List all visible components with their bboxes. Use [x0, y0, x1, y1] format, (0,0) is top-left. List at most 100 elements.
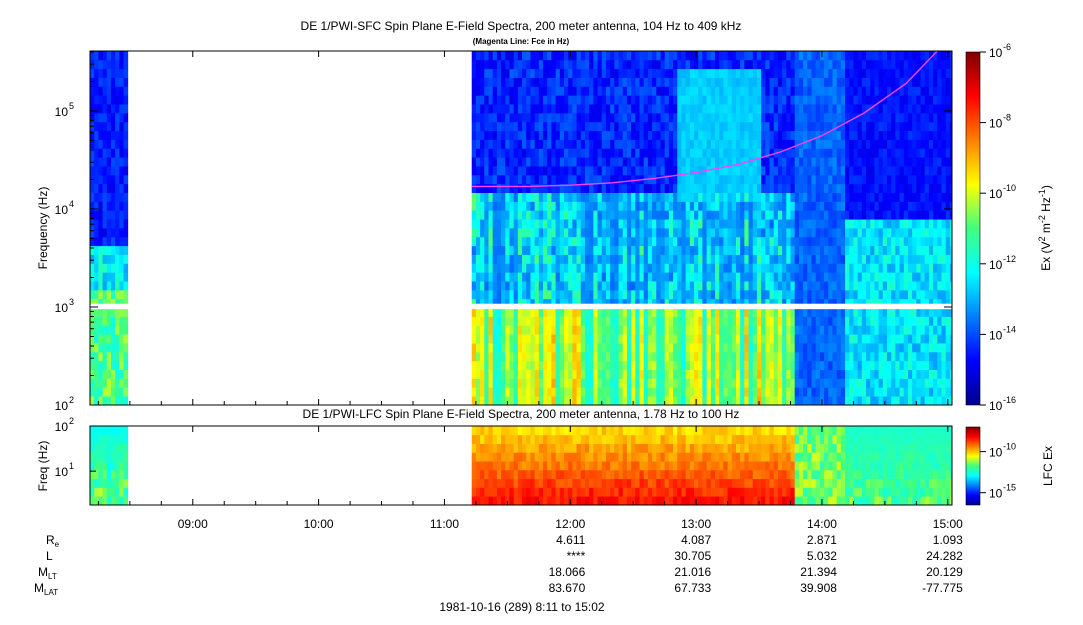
spectrogram-cell [115, 255, 120, 264]
spectrogram-cell [753, 370, 758, 379]
spectrogram-cell [866, 219, 871, 228]
spectrogram-cell [577, 175, 582, 184]
spectrogram-cell [828, 95, 833, 104]
spectrogram-cell [652, 246, 657, 255]
spectrogram-cell [547, 78, 552, 87]
spectrogram-cell [753, 343, 758, 352]
spectrogram-cell [543, 113, 548, 122]
spectrogram-cell [648, 237, 653, 246]
spectrogram-cell [765, 272, 770, 281]
spectrogram-cell [476, 131, 481, 140]
spectrogram-cell [933, 290, 938, 299]
spectrogram-cell [728, 378, 733, 387]
spectrogram-cell [841, 175, 846, 184]
spectrogram-cell [782, 352, 787, 361]
spectrogram-cell [929, 157, 934, 166]
spectrogram-cell [614, 396, 619, 405]
spectrogram-cell [795, 157, 800, 166]
spectrogram-cell [652, 140, 657, 149]
spectrogram-cell [698, 246, 703, 255]
spectrogram-cell [514, 361, 519, 370]
spectrogram-cell [518, 255, 523, 264]
spectrogram-cell [891, 175, 896, 184]
spectrogram-cell [694, 281, 699, 290]
spectrogram-cell [921, 237, 926, 246]
spectrogram-cell [539, 255, 544, 264]
spectrogram-cell [480, 86, 485, 95]
spectrogram-cell [702, 201, 707, 210]
spectrogram-cell [497, 95, 502, 104]
spectrogram-cell [782, 325, 787, 334]
spectrogram-cell [870, 95, 875, 104]
spectrogram-cell [631, 255, 636, 264]
spectrogram-cell [753, 175, 758, 184]
spectrogram-cell [728, 140, 733, 149]
spectrogram-cell [476, 193, 481, 202]
spectrogram-cell [942, 370, 947, 379]
spectrogram-cell [577, 263, 582, 272]
spectrogram-cell [942, 113, 947, 122]
spectrogram-cell [94, 193, 99, 202]
spectrogram-cell [665, 325, 670, 334]
spectrogram-cell [757, 272, 762, 281]
spectrogram-cell [937, 104, 942, 113]
spectrogram-cell [598, 210, 603, 219]
spectrogram-cell [786, 210, 791, 219]
spectrogram-cell [94, 69, 99, 78]
spectrogram-cell [816, 113, 821, 122]
spectrogram-cell [925, 184, 930, 193]
spectrogram-cell [640, 69, 645, 78]
spectrogram-cell [774, 370, 779, 379]
spectrogram-cell [937, 352, 942, 361]
spectrogram-cell [614, 210, 619, 219]
spectrogram-cell [124, 352, 129, 361]
spectrogram-cell [119, 184, 124, 193]
spectrogram-cell [837, 290, 842, 299]
spectrogram-cell [543, 325, 548, 334]
spectrogram-cell [619, 378, 624, 387]
spectrogram-cell [665, 237, 670, 246]
spectrogram-cell [535, 387, 540, 396]
spectrogram-cell [572, 201, 577, 210]
y-tick-label: 10 [55, 203, 69, 217]
spectrogram-cell [870, 210, 875, 219]
spectrogram-cell [522, 122, 527, 131]
spectrogram-cell [98, 201, 103, 210]
spectrogram-cell [103, 140, 108, 149]
spectrogram-cell [740, 272, 745, 281]
spectrogram-cell [912, 166, 917, 175]
spectrogram-cell [891, 157, 896, 166]
spectrogram-cell [870, 325, 875, 334]
spectrogram-cell [904, 255, 909, 264]
spectrogram-cell [476, 78, 481, 87]
spectrogram-cell [753, 122, 758, 131]
spectrogram-cell [124, 60, 129, 69]
spectrogram-cell [791, 228, 796, 237]
spectrogram-cell [803, 175, 808, 184]
spectrogram-cell [774, 51, 779, 60]
spectrogram-cell [476, 219, 481, 228]
spectrogram-cell [820, 219, 825, 228]
spectrogram-cell [677, 361, 682, 370]
spectrogram-cell [690, 317, 695, 326]
spectrogram-cell [732, 281, 737, 290]
spectrogram-cell [627, 370, 632, 379]
spectrogram-cell [690, 290, 695, 299]
spectrogram-cell [577, 219, 582, 228]
spectrogram-cell [648, 290, 653, 299]
spectrogram-cell [119, 51, 124, 60]
spectrogram-cell [782, 334, 787, 343]
spectrogram-cell [493, 148, 498, 157]
spectrogram-cell [866, 69, 871, 78]
spectrogram-cell [719, 317, 724, 326]
spectrogram-cell [711, 60, 716, 69]
spectrogram-cell [530, 184, 535, 193]
spectrogram-cell [94, 370, 99, 379]
spectrogram-cell [669, 210, 674, 219]
spectrogram-cell [640, 263, 645, 272]
spectrogram-cell [778, 210, 783, 219]
spectrogram-cell [472, 157, 477, 166]
spectrogram-cell [589, 60, 594, 69]
spectrogram-cell [610, 343, 615, 352]
spectrogram-cell [862, 86, 867, 95]
